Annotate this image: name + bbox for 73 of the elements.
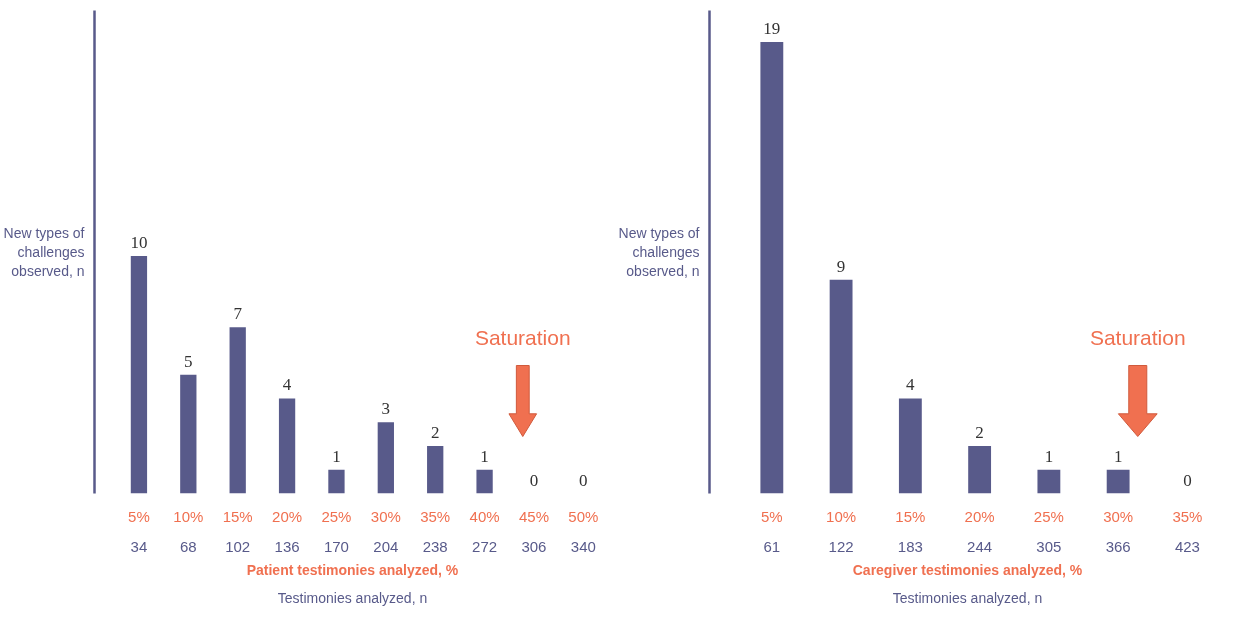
text: 183 [897,537,923,555]
text: 204 [373,537,399,555]
bar [377,422,394,494]
x-tick-label: 30% [1103,507,1134,525]
x-tick-label: 35% [1172,507,1203,525]
x2-axis-title: Patient testimonies analyzed, % [246,561,459,578]
bar [130,255,148,494]
x-tick-label: 35% [420,507,451,525]
data-label: 7 [233,304,243,324]
data-label: 10 [130,232,148,252]
data-label: 19 [763,19,781,39]
text: 305 [1036,537,1062,555]
x-axis-title: Testimonies analyzed, n [892,589,1043,606]
bar [328,469,345,494]
data-label: 4 [906,375,916,395]
bar [476,469,493,494]
x-tick-label: 40% [469,507,500,525]
x-axis-title: Testimonies analyzed, n [277,589,428,606]
text: 306 [521,537,547,555]
bar [968,445,992,494]
text: 238 [422,537,448,555]
bar [1037,469,1061,494]
data-label: 0 [1183,470,1192,490]
text: 423 [1174,537,1200,555]
x-tick-label: 15% [222,507,253,525]
x-tick-label: 5% [128,507,150,525]
data-label: 2 [430,422,440,442]
bar [229,327,246,494]
bar [760,42,784,494]
data-label: 1 [332,446,341,466]
data-label: 0 [579,470,588,490]
data-label: 1 [1113,446,1123,466]
bar [898,398,922,494]
y-axis-title: New types of challenges observed, n [618,224,700,280]
x-tick-label: 25% [321,507,352,525]
bar [1106,469,1130,494]
text: 340 [570,537,596,555]
text: 244 [967,537,993,555]
y-axis-title: New types of challenges observed, n [3,224,85,280]
bar [180,374,197,494]
x-tick-label: 25% [1033,507,1064,525]
x-tick-label: 5% [761,507,783,525]
x-tick-label: 15% [895,507,926,525]
annotation: Saturation [1089,325,1186,349]
bar [829,279,853,494]
data-label: 2 [975,422,984,442]
x-tick-label: 20% [272,507,303,525]
data-label: 9 [836,256,846,276]
x-tick-label: 10% [826,507,857,525]
x-tick-label: 45% [518,507,549,525]
x-tick-label: 50% [568,507,599,525]
text: 170 [323,537,349,555]
bar [278,398,296,494]
x-tick-label: 20% [964,507,995,525]
text: 272 [472,537,498,555]
text: 34 [130,537,148,555]
data-label: 1 [1044,446,1054,466]
text: 366 [1105,537,1131,555]
data-label: 0 [529,470,539,490]
x-tick-label: 10% [173,507,204,525]
x-tick-label: 30% [370,507,401,525]
text: 68 [179,537,197,555]
text: 102 [225,537,251,555]
bar [427,445,444,494]
data-label: 4 [282,375,292,395]
data-label: 3 [381,399,391,419]
text: 136 [274,537,300,555]
data-label: 1 [480,446,489,466]
text: 61 [763,537,781,555]
data-label: 5 [184,351,193,371]
annotation: Saturation [474,325,571,349]
text: 122 [828,537,854,555]
x2-axis-title: Caregiver testimonies analyzed, % [852,561,1083,578]
